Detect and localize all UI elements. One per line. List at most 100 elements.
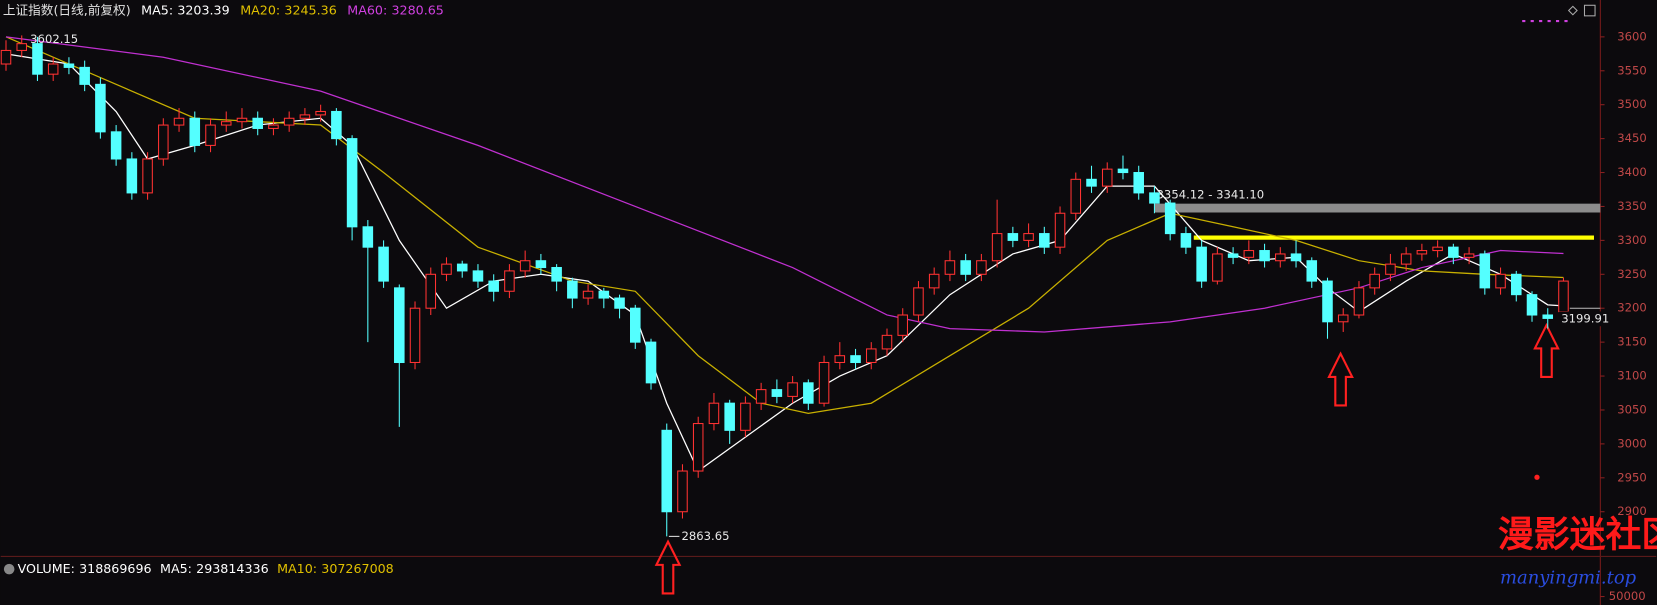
candle-body: [268, 124, 279, 129]
candle-body: [850, 355, 861, 364]
candle-body: [818, 361, 830, 404]
candle-body: [1243, 250, 1255, 258]
candle-body: [47, 63, 59, 75]
candle-body: [755, 389, 767, 404]
watermark-title: 漫影迷社区: [1498, 514, 1657, 555]
candle-body: [236, 117, 248, 123]
red-arrow: [654, 539, 682, 595]
candle-body: [1542, 314, 1554, 319]
candle-body: [1558, 280, 1569, 313]
candle-body: [252, 117, 263, 129]
candle-body: [614, 297, 625, 309]
zone-label: 3354.12 - 3341.10: [1157, 188, 1265, 202]
candle-body: [1117, 168, 1129, 174]
candle-body: [488, 280, 499, 292]
candle-body: [1007, 233, 1019, 241]
last-price-tag: 3199.91: [1561, 311, 1609, 325]
candle-body: [220, 121, 232, 126]
candle-body: [32, 43, 43, 75]
candle-body: [189, 117, 201, 146]
candle-body: [1149, 192, 1160, 204]
candle-body: [63, 63, 75, 68]
volume-header: VOLUME: 318869696 MA5: 293814336 MA10: 307267…: [18, 561, 394, 576]
candle-body: [378, 246, 389, 282]
candle-body: [567, 280, 578, 299]
indicator-value: 3280.65: [391, 2, 443, 17]
low-label: 2863.65: [682, 529, 730, 543]
candle-body: [724, 402, 735, 431]
candle-body: [441, 263, 452, 275]
candle-body: [1086, 178, 1097, 187]
volume-indicator-value: 293814336: [196, 561, 268, 576]
candle-body: [142, 158, 153, 194]
candle-body: [519, 260, 531, 272]
indicator-label: MA5:: [141, 2, 173, 17]
candle-body: [1463, 253, 1475, 258]
candle-body: [1432, 246, 1443, 252]
candle-body: [1023, 233, 1034, 241]
volume-indicator-label: MA10:: [277, 561, 317, 576]
candle-body: [1070, 178, 1082, 214]
volume-indicator-value: 318869696: [79, 561, 151, 576]
candle-body: [944, 260, 956, 275]
candle-body: [425, 273, 437, 309]
candle-body: [16, 43, 28, 51]
candle-body: [1448, 246, 1459, 258]
candle-body: [1164, 202, 1176, 235]
candle-body: [456, 263, 468, 272]
candle-body: [0, 49, 12, 65]
candle-body: [1290, 253, 1302, 262]
candle-body: [1212, 253, 1223, 282]
y-tick-label: 3600: [1617, 29, 1647, 43]
indicator-value: 3203.39: [177, 2, 229, 17]
candle-body: [1039, 233, 1050, 248]
candle-body: [913, 287, 924, 316]
candle-body: [960, 260, 971, 275]
candle-body: [897, 314, 909, 336]
candle-body: [299, 114, 311, 119]
ma-line: [5, 53, 1564, 472]
candle-body: [771, 389, 783, 397]
candle-body: [740, 402, 751, 431]
candle-body: [991, 233, 1003, 262]
y-tick-label: 3050: [1617, 402, 1647, 416]
candle-body: [1337, 314, 1349, 323]
y-tick-label: 3500: [1617, 97, 1647, 111]
candle-body: [158, 124, 169, 160]
candle-body: [1495, 273, 1506, 289]
y-tick-label: 3450: [1617, 131, 1647, 145]
candle-body: [95, 83, 106, 133]
y-tick-label: 3150: [1617, 335, 1647, 349]
high-label: 3602.15: [30, 32, 78, 46]
window-icon: [1583, 4, 1596, 17]
candle-body: [472, 270, 484, 282]
volume-indicator-label: VOLUME:: [18, 561, 75, 576]
candle-body: [1526, 294, 1538, 316]
candle-body: [283, 117, 295, 126]
red-dot: [1534, 474, 1540, 480]
candle-body: [630, 307, 641, 343]
candle-body: [1416, 250, 1428, 255]
red-arrow: [1533, 322, 1560, 378]
indicator-value: 3245.36: [284, 2, 336, 17]
candle-body: [928, 273, 940, 289]
volume-tick-label: 50000: [1609, 589, 1646, 603]
candle-body: [787, 382, 798, 397]
candle-body: [79, 66, 90, 85]
candle-body: [362, 226, 374, 248]
y-tick-label: 2950: [1617, 470, 1647, 484]
y-tick-label: 3000: [1617, 436, 1647, 450]
candle-body: [1227, 253, 1239, 258]
candle-body: [110, 131, 122, 160]
y-tick-label: 3400: [1617, 165, 1647, 179]
candle-body: [1180, 233, 1192, 248]
candle-body: [1101, 168, 1113, 187]
candle-body: [1353, 287, 1365, 316]
candle-body: [205, 124, 216, 146]
candle-body: [1510, 273, 1522, 296]
candle-body: [173, 117, 185, 126]
volume-indicator-value: 307267008: [321, 561, 393, 576]
candle-body: [692, 423, 704, 472]
